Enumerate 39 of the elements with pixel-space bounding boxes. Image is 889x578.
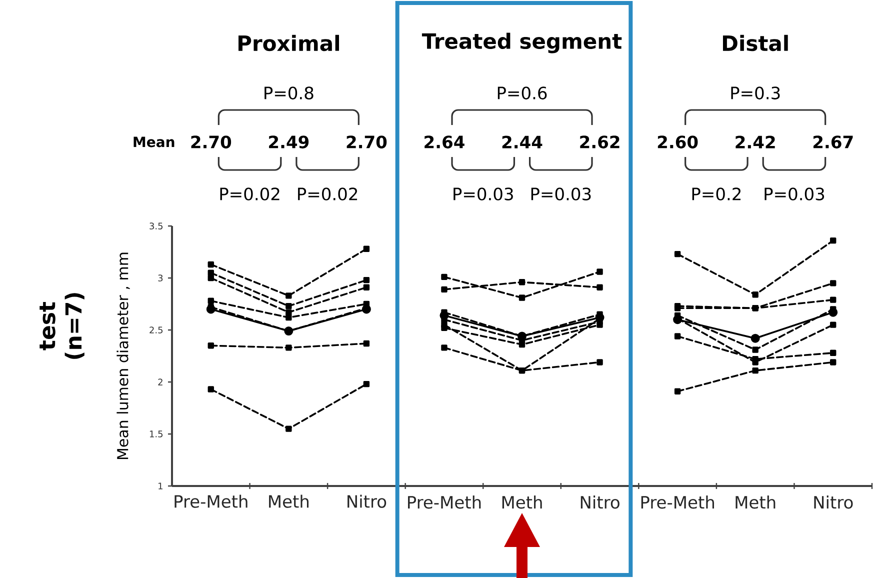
data-label: 2.62 [580, 136, 620, 148]
data-label: 2.70 [191, 136, 232, 148]
y-tick-label: 2.5 [150, 326, 163, 334]
x-tick-label: Meth [269, 494, 309, 508]
text: P=0.3 [731, 86, 780, 100]
data-label: 2.60 [658, 136, 698, 148]
x-tick-label: Meth [502, 496, 542, 509]
chart-title: Treated segment [422, 32, 622, 54]
text: P=0.02 [220, 188, 280, 200]
y-tick-label: 1 [158, 482, 162, 490]
data-label: 2.49 [269, 136, 309, 148]
x-tick-label: Pre-Meth [174, 494, 248, 508]
text: P=0.02 [298, 188, 358, 200]
text: P=0.2 [692, 188, 741, 200]
y-tick-label: 3 [158, 274, 163, 282]
x-tick-label: Pre-Meth [408, 496, 481, 509]
text: Mean [134, 136, 174, 148]
text: P=0.8 [264, 86, 314, 100]
text: P=0.03 [764, 188, 824, 200]
text: P=0.03 [531, 188, 591, 200]
data-label: 2.70 [346, 136, 387, 148]
y-tick-label: 3.5 [150, 222, 163, 230]
x-tick-label: Nitro [814, 496, 853, 509]
data-label: 2.42 [736, 136, 775, 148]
y-tick-label: 1.5 [150, 430, 163, 438]
data-label: 2.67 [813, 136, 853, 148]
data-label: 2.64 [424, 136, 464, 148]
chart-title: Distal [722, 34, 788, 52]
x-tick-label: Pre-Meth [641, 496, 714, 509]
text: P=0.03 [454, 188, 513, 200]
y-tick-label: 2 [158, 378, 162, 386]
y-axis-title: Mean lumen diameter , mm [116, 252, 130, 460]
text: test (n=7) [40, 293, 84, 359]
data-label: 2.44 [502, 136, 542, 148]
x-tick-label: Meth [736, 496, 776, 509]
x-tick-label: Nitro [580, 496, 620, 509]
chart-title: Proximal [238, 34, 339, 52]
x-tick-label: Nitro [348, 494, 386, 508]
text: P=0.6 [498, 86, 547, 100]
